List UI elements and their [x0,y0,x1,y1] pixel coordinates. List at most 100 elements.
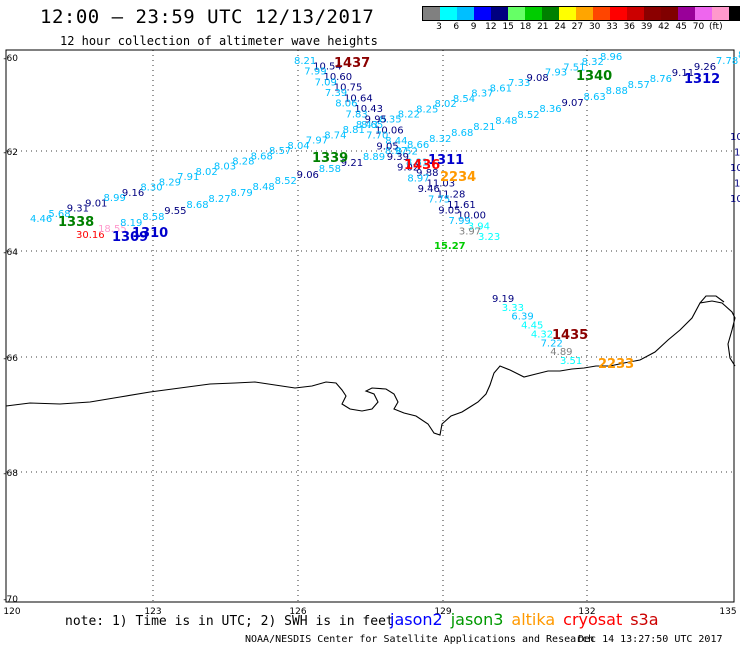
legend-swatch [474,7,491,20]
wave-height-value: 8.35 [379,115,401,126]
wave-height-value: 8.58 [142,212,164,223]
wave-height-value: 8.81 [406,157,428,168]
generation-timestamp: Dec 14 13:27:50 UTC 2017 [578,634,723,645]
wave-height-value: 9.46 [418,184,440,195]
wave-height-value: 9.08 [526,73,548,84]
wave-height-value: 9.26 [694,62,716,73]
wave-height-value: 3.51 [560,356,582,367]
satellite-legend-item: cryosat [563,610,623,629]
wave-height-value: 9.02 [397,163,419,174]
legend-tick-label: 36 [623,22,636,32]
altimeter-track: 30.1618.558.198.589.558.688.278.798.488.… [76,50,740,241]
latitude-label: -66 [3,354,18,364]
wave-height-value: 8.57 [269,146,291,157]
wave-height-value: 9.01 [85,198,107,209]
coastline [5,300,736,436]
wave-height-value: 4.45 [521,321,543,332]
wave-height-value: 8.44 [385,136,407,147]
wave-height-value: 8.58 [319,164,341,175]
wave-height-value: 4.32 [531,329,553,340]
satellite-legend: jason2 jason3 altika cryosat s3a [390,610,667,629]
credit-line: NOAA/NESDIS Center for Satellite Applica… [245,634,595,645]
wave-height-value: 9.19 [492,294,514,305]
pass-time-label: 1338 [58,215,94,230]
color-scale-legend [422,6,740,21]
wave-height-value: 7.93 [545,68,567,79]
wave-height-value: 8.66 [407,140,429,151]
wave-height-value: 9.31 [67,204,89,215]
legend-tick-label: 18 [519,22,532,32]
latitude-label: -60 [3,54,18,64]
wave-height-value: 10.75 [334,83,363,94]
wave-height-value: 8.04 [287,141,309,152]
pass-time-label: 1436 [404,158,440,173]
wave-height-value: 3.23 [478,232,500,243]
wave-height-value: 8.48 [495,116,517,127]
legend-tick-label: 6 [453,22,460,32]
wave-height-value: 5.68 [48,209,70,220]
wave-height-value: 3.97 [459,227,481,238]
longitude-label: 132 [578,607,595,617]
wave-height-value: 8.88 [606,86,628,97]
longitude-label: 129 [434,607,451,617]
footer-note: note: 1) Time is in UTC; 2) SWH is in fe… [65,614,394,629]
wave-height-value: 8.89 [363,152,385,163]
wave-height-value: 8.19 [120,218,142,229]
wave-height-value: 8.37 [471,89,493,100]
wave-height-value: 8.81 [343,125,365,136]
legend-swatch [423,7,440,20]
pass-time-label: 1309 [112,230,148,245]
pass-time-label: 1435 [552,328,588,343]
legend-swatch [491,7,508,20]
legend-tick-label: 24 [554,22,566,32]
legend-tick-label: 33 [606,22,618,32]
legend-tick-label: 30 [588,22,601,32]
pass-time-label: 2233 [598,357,634,372]
wave-height-value: 7.22 [541,338,563,349]
wave-height-value: 7.75 [428,195,450,206]
wave-height-value: 30.16 [76,230,105,241]
legend-swatch [576,7,593,20]
altimeter-track: 9.193.336.394.454.327.224.893.51 [492,294,582,367]
wave-height-value: 10. [734,148,740,159]
wave-height-value: 8.96 [600,52,622,63]
legend-swatch [508,7,525,20]
wave-height-value: 9.21 [341,158,363,169]
wave-height-value: 8.21 [473,122,495,133]
legend-swatch [661,7,678,20]
map-frame [5,49,735,603]
wave-height-value: 9.11 [672,68,694,79]
longitude-label: 135 [719,607,736,617]
wave-height-value: 8.54 [453,94,475,105]
longitude-label: 120 [3,607,20,617]
latitude-label: -68 [3,469,18,479]
wave-height-value: 8.32 [429,134,451,145]
legend-swatch [593,7,610,20]
wave-height-value: 10.64 [344,93,373,104]
wave-height-value: 10. [734,179,740,190]
wave-height-value: 11.03 [426,179,455,190]
longitude-label: 123 [144,607,161,617]
wave-height-value: 9.55 [164,206,186,217]
satellite-legend-item: altika [511,610,556,629]
legend-tick-label: (ft) [709,22,723,32]
axis-labels: -60 -62 -64 -66 -68 -70 120 123 126 129 132 135 [3,54,736,617]
wave-height-value: 8.36 [539,104,561,115]
wave-height-value: 7.97 [306,136,328,147]
wave-height-value: 8.02 [435,99,457,110]
wave-height-value: 9.07 [561,98,583,109]
wave-height-value: 7.51 [563,62,585,73]
legend-swatch [440,7,457,20]
wave-height-value: 11.61 [447,200,476,211]
wave-height-value: 8.76 [650,74,672,85]
wave-height-value: 8.22 [398,109,420,120]
wave-height-value: 9.88 [416,168,438,179]
wave-height-value: 10.54 [313,61,342,72]
legend-tick-label: 70 [692,22,705,32]
wave-height-value: 9.39 [387,152,409,163]
wave-height-value: 8.32 [582,57,604,68]
wave-height-value: 4.89 [550,347,572,358]
wave-height-value: 10.06 [375,125,404,136]
